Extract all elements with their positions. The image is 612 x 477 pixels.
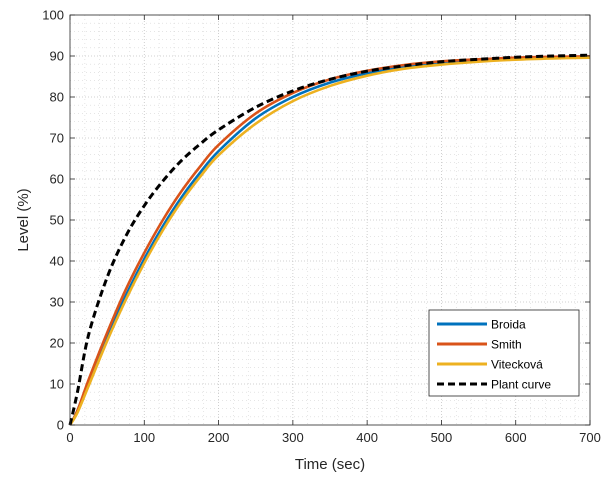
y-tick-label: 10: [50, 377, 64, 392]
y-axis-label: Level (%): [15, 188, 32, 251]
x-tick-label: 400: [356, 430, 378, 445]
series-lines: [68, 53, 591, 426]
legend-label-smith: Smith: [491, 338, 522, 352]
x-tick-label: 500: [431, 430, 453, 445]
series-line-plant-curve: [68, 53, 591, 426]
series-line-viteckova: [68, 56, 591, 426]
x-tick-label: 700: [579, 430, 601, 445]
y-tick-label: 90: [50, 49, 64, 64]
x-tick-label: 100: [133, 430, 155, 445]
y-tick-label: 30: [50, 295, 64, 310]
y-tick-label: 20: [50, 336, 64, 351]
x-tick-label: 600: [505, 430, 527, 445]
x-axis-label: Time (sec): [295, 456, 365, 473]
legend-label-plant-curve: Plant curve: [491, 378, 551, 392]
axis-ticks: 0 100 200 300 400 500 600 700 0 10 20 30 40 50 60 70 80 9…: [42, 8, 601, 446]
y-tick-label: 80: [50, 90, 64, 105]
x-tick-label: 0: [66, 430, 73, 445]
x-tick-label: 300: [282, 430, 304, 445]
x-tick-label: 200: [208, 430, 230, 445]
y-tick-label: 0: [57, 418, 64, 433]
legend: Broida Smith Vitecková Plant curve: [428, 309, 580, 397]
y-tick-label: 40: [50, 254, 64, 269]
grid: [70, 15, 590, 425]
legend-label-viteckova: Vitecková: [491, 358, 543, 372]
y-tick-label: 70: [50, 131, 64, 146]
legend-label-broida: Broida: [491, 318, 526, 332]
y-tick-label: 100: [42, 8, 64, 23]
y-tick-label: 50: [50, 213, 64, 228]
y-tick-label: 60: [50, 172, 64, 187]
